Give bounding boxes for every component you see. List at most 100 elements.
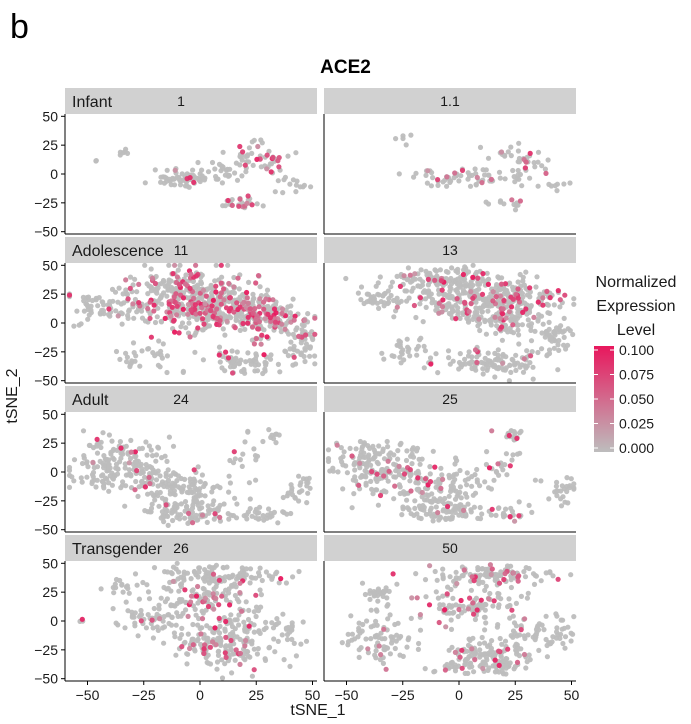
data-point <box>199 499 205 506</box>
data-point <box>435 182 441 188</box>
data-point <box>503 506 509 512</box>
data-point <box>473 305 479 311</box>
data-point <box>464 470 470 476</box>
data-point <box>144 452 150 458</box>
data-point <box>507 660 513 666</box>
data-point <box>244 295 250 301</box>
data-point <box>275 361 281 367</box>
data-point <box>514 435 520 441</box>
data-point <box>408 511 414 517</box>
data-point <box>407 353 413 359</box>
data-point <box>233 584 239 590</box>
data-point <box>227 364 234 370</box>
data-point <box>232 170 238 176</box>
data-point <box>123 277 129 283</box>
data-point <box>474 359 480 366</box>
data-point <box>165 287 171 293</box>
data-point <box>228 612 234 618</box>
data-point <box>178 632 185 638</box>
data-point <box>229 670 235 676</box>
data-point <box>217 514 223 521</box>
data-point <box>489 566 495 572</box>
data-point <box>164 458 170 464</box>
data-point <box>447 177 453 184</box>
data-point <box>173 622 179 628</box>
data-point <box>420 503 426 509</box>
data-point <box>134 582 140 588</box>
data-point <box>375 502 381 508</box>
data-point <box>263 296 269 302</box>
data-point <box>241 651 247 657</box>
data-point <box>571 486 577 492</box>
data-point <box>225 262 231 268</box>
data-point <box>421 507 427 513</box>
data-point <box>78 475 84 481</box>
data-point <box>243 359 249 365</box>
data-point <box>509 304 515 310</box>
data-point <box>513 202 520 208</box>
data-point <box>174 303 180 309</box>
data-point <box>188 307 194 313</box>
data-point <box>280 190 286 196</box>
data-point <box>152 288 158 294</box>
data-point <box>220 164 226 170</box>
data-point <box>484 270 490 276</box>
data-point <box>137 612 144 618</box>
data-point <box>257 587 263 593</box>
data-point <box>192 302 198 308</box>
data-point <box>482 355 488 361</box>
data-point <box>482 607 488 613</box>
data-point <box>343 275 349 282</box>
data-point <box>516 499 522 505</box>
data-point <box>476 281 483 287</box>
data-point <box>196 569 202 575</box>
data-point <box>94 443 100 449</box>
data-point <box>193 175 199 181</box>
data-point <box>488 176 494 182</box>
data-point <box>89 297 95 304</box>
data-point <box>180 295 187 301</box>
data-point <box>106 306 112 312</box>
data-point <box>171 294 177 300</box>
facet-strip <box>324 535 576 561</box>
data-point <box>305 311 311 317</box>
data-point <box>126 590 132 596</box>
data-point <box>487 590 493 597</box>
data-point <box>372 454 378 460</box>
data-point <box>174 610 180 616</box>
data-point <box>513 367 519 373</box>
data-point <box>410 454 417 460</box>
data-point <box>205 577 211 583</box>
data-point <box>497 293 503 299</box>
data-point <box>231 284 237 290</box>
data-point <box>516 513 522 519</box>
data-point <box>258 592 264 598</box>
data-point <box>138 470 144 476</box>
data-point <box>241 619 247 625</box>
data-point <box>448 663 455 670</box>
data-point <box>208 307 214 313</box>
data-point <box>500 467 506 473</box>
data-point <box>445 503 451 510</box>
data-point <box>252 306 258 312</box>
data-point <box>477 483 483 489</box>
data-point <box>503 315 509 321</box>
plot-area <box>324 114 576 234</box>
data-point <box>293 182 299 188</box>
data-point <box>396 171 402 177</box>
data-point <box>168 313 174 319</box>
data-point <box>177 516 183 522</box>
data-point <box>208 284 214 290</box>
data-point <box>216 352 222 358</box>
data-point <box>492 575 499 581</box>
data-point <box>78 321 84 327</box>
data-point <box>71 323 77 329</box>
data-point <box>495 366 501 372</box>
data-point <box>180 306 186 312</box>
data-point <box>550 634 556 640</box>
facet-row-label: Infant <box>72 94 113 111</box>
data-point <box>420 279 426 285</box>
data-point <box>185 631 191 637</box>
